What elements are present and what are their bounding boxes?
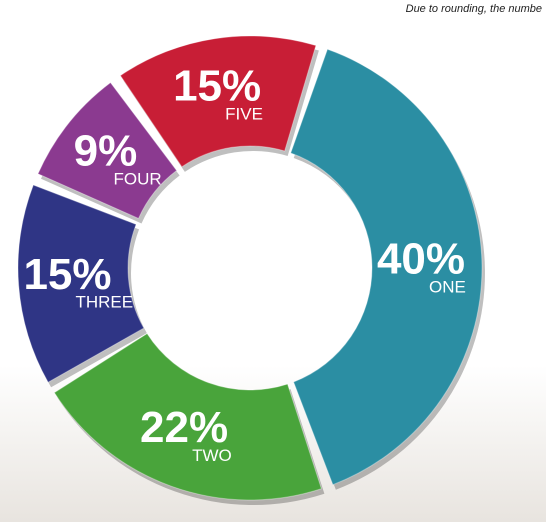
note: Due to rounding, the numbe xyxy=(406,3,542,15)
slice xyxy=(17,184,145,383)
slice xyxy=(290,48,483,486)
category-label: ONE xyxy=(429,277,466,296)
value-label: 15% xyxy=(173,62,261,111)
value-label: 9% xyxy=(74,126,138,175)
value-label: 15% xyxy=(23,250,111,299)
value-label: 40% xyxy=(377,234,465,283)
category-label: FOUR xyxy=(113,169,161,188)
category-label: THREE xyxy=(75,293,133,312)
slice xyxy=(119,35,317,168)
value-label: 22% xyxy=(140,403,228,452)
category-label: TWO xyxy=(192,446,232,465)
slice xyxy=(37,81,178,220)
slice xyxy=(53,332,323,501)
category-label: FIVE xyxy=(225,105,263,124)
